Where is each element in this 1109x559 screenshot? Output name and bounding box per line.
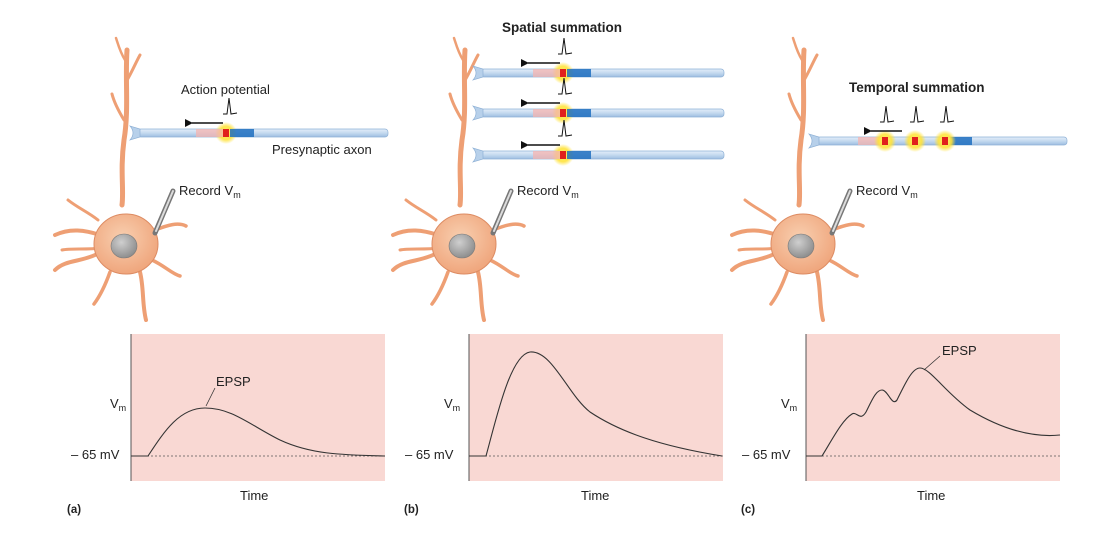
epsp-leader-c (923, 355, 941, 371)
presynaptic-axon-b-1 (471, 37, 725, 84)
action-potential-label: Action potential (181, 82, 270, 97)
baseline-label-a: – 65 mV (71, 447, 120, 462)
axon-shaft (137, 128, 389, 138)
presynaptic-axon-c (807, 105, 1068, 152)
panel-letter-c: (c) (741, 504, 756, 516)
presynaptic-axon-b-2 (471, 77, 725, 124)
presynaptic-axon-label: Presynaptic axon (272, 142, 372, 157)
presynaptic-axon-a (128, 97, 389, 144)
spike-icon (879, 105, 895, 123)
graph-background (469, 334, 723, 481)
membrane-potential-curve (469, 351, 723, 457)
action-potential-core (223, 129, 229, 137)
action-potential-core (942, 137, 948, 145)
epsp-leader-a (205, 387, 216, 407)
x-axis-label-b: Time (581, 488, 610, 503)
graph-c (805, 334, 1061, 481)
depolarized-segment (196, 129, 224, 137)
postsynaptic-neuron (732, 38, 863, 320)
depolarized-segment (533, 151, 561, 159)
action-potential-core (882, 137, 888, 145)
y-axis-label-c: Vm (781, 396, 798, 413)
postsynaptic-neuron (55, 38, 186, 320)
x-axis-label-a: Time (240, 488, 269, 503)
postsynaptic-neuron (393, 38, 524, 320)
action-potential-core (560, 151, 566, 159)
depolarized-segment (858, 137, 883, 145)
graph-a (130, 334, 386, 481)
axon-terminal (807, 133, 820, 149)
axon-shaft (480, 108, 725, 118)
repolarized-segment (567, 69, 591, 77)
epsp-label-c: EPSP (942, 343, 977, 358)
y-axis-label-a: Vm (110, 396, 127, 413)
record-vm-label-a: Record Vm (179, 183, 241, 200)
repolarized-segment (567, 109, 591, 117)
x-axis-label-c: Time (917, 488, 946, 503)
y-axis-label-b: Vm (444, 396, 461, 413)
baseline-label-b: – 65 mV (405, 447, 454, 462)
axon-terminal (471, 65, 484, 81)
presynaptic-axon-b-3 (471, 119, 725, 166)
record-vm-label-b: Record Vm (517, 183, 579, 200)
spike-icon (557, 37, 573, 55)
repolarized-segment (230, 129, 254, 137)
axon-shaft (480, 68, 725, 78)
panel-title-b: Spatial summation (502, 20, 623, 35)
spike-icon (909, 105, 925, 123)
membrane-potential-curve (806, 367, 1061, 457)
graph-b (468, 334, 723, 481)
epsp-label-a: EPSP (216, 374, 251, 389)
graph-background (806, 334, 1060, 481)
spike-icon (939, 105, 955, 123)
panel-letter-b: (b) (404, 504, 419, 516)
panel-letter-a: (a) (67, 504, 82, 516)
axon-terminal (471, 147, 484, 163)
repolarized-segment (567, 151, 591, 159)
repolarized-segment (950, 137, 972, 145)
record-vm-label-c: Record Vm (856, 183, 918, 200)
axon-shaft (480, 150, 725, 160)
action-potential-core (560, 69, 566, 77)
graph-background (131, 334, 385, 481)
panel-title-c: Temporal summation (849, 80, 985, 95)
depolarized-segment (533, 69, 561, 77)
action-potential-core (912, 137, 918, 145)
depolarized-segment (533, 109, 561, 117)
baseline-label-c: – 65 mV (742, 447, 791, 462)
spike-icon (222, 97, 238, 115)
axon-terminal (128, 125, 141, 141)
action-potential-core (560, 109, 566, 117)
axon-terminal (471, 105, 484, 121)
membrane-potential-curve (131, 407, 386, 457)
